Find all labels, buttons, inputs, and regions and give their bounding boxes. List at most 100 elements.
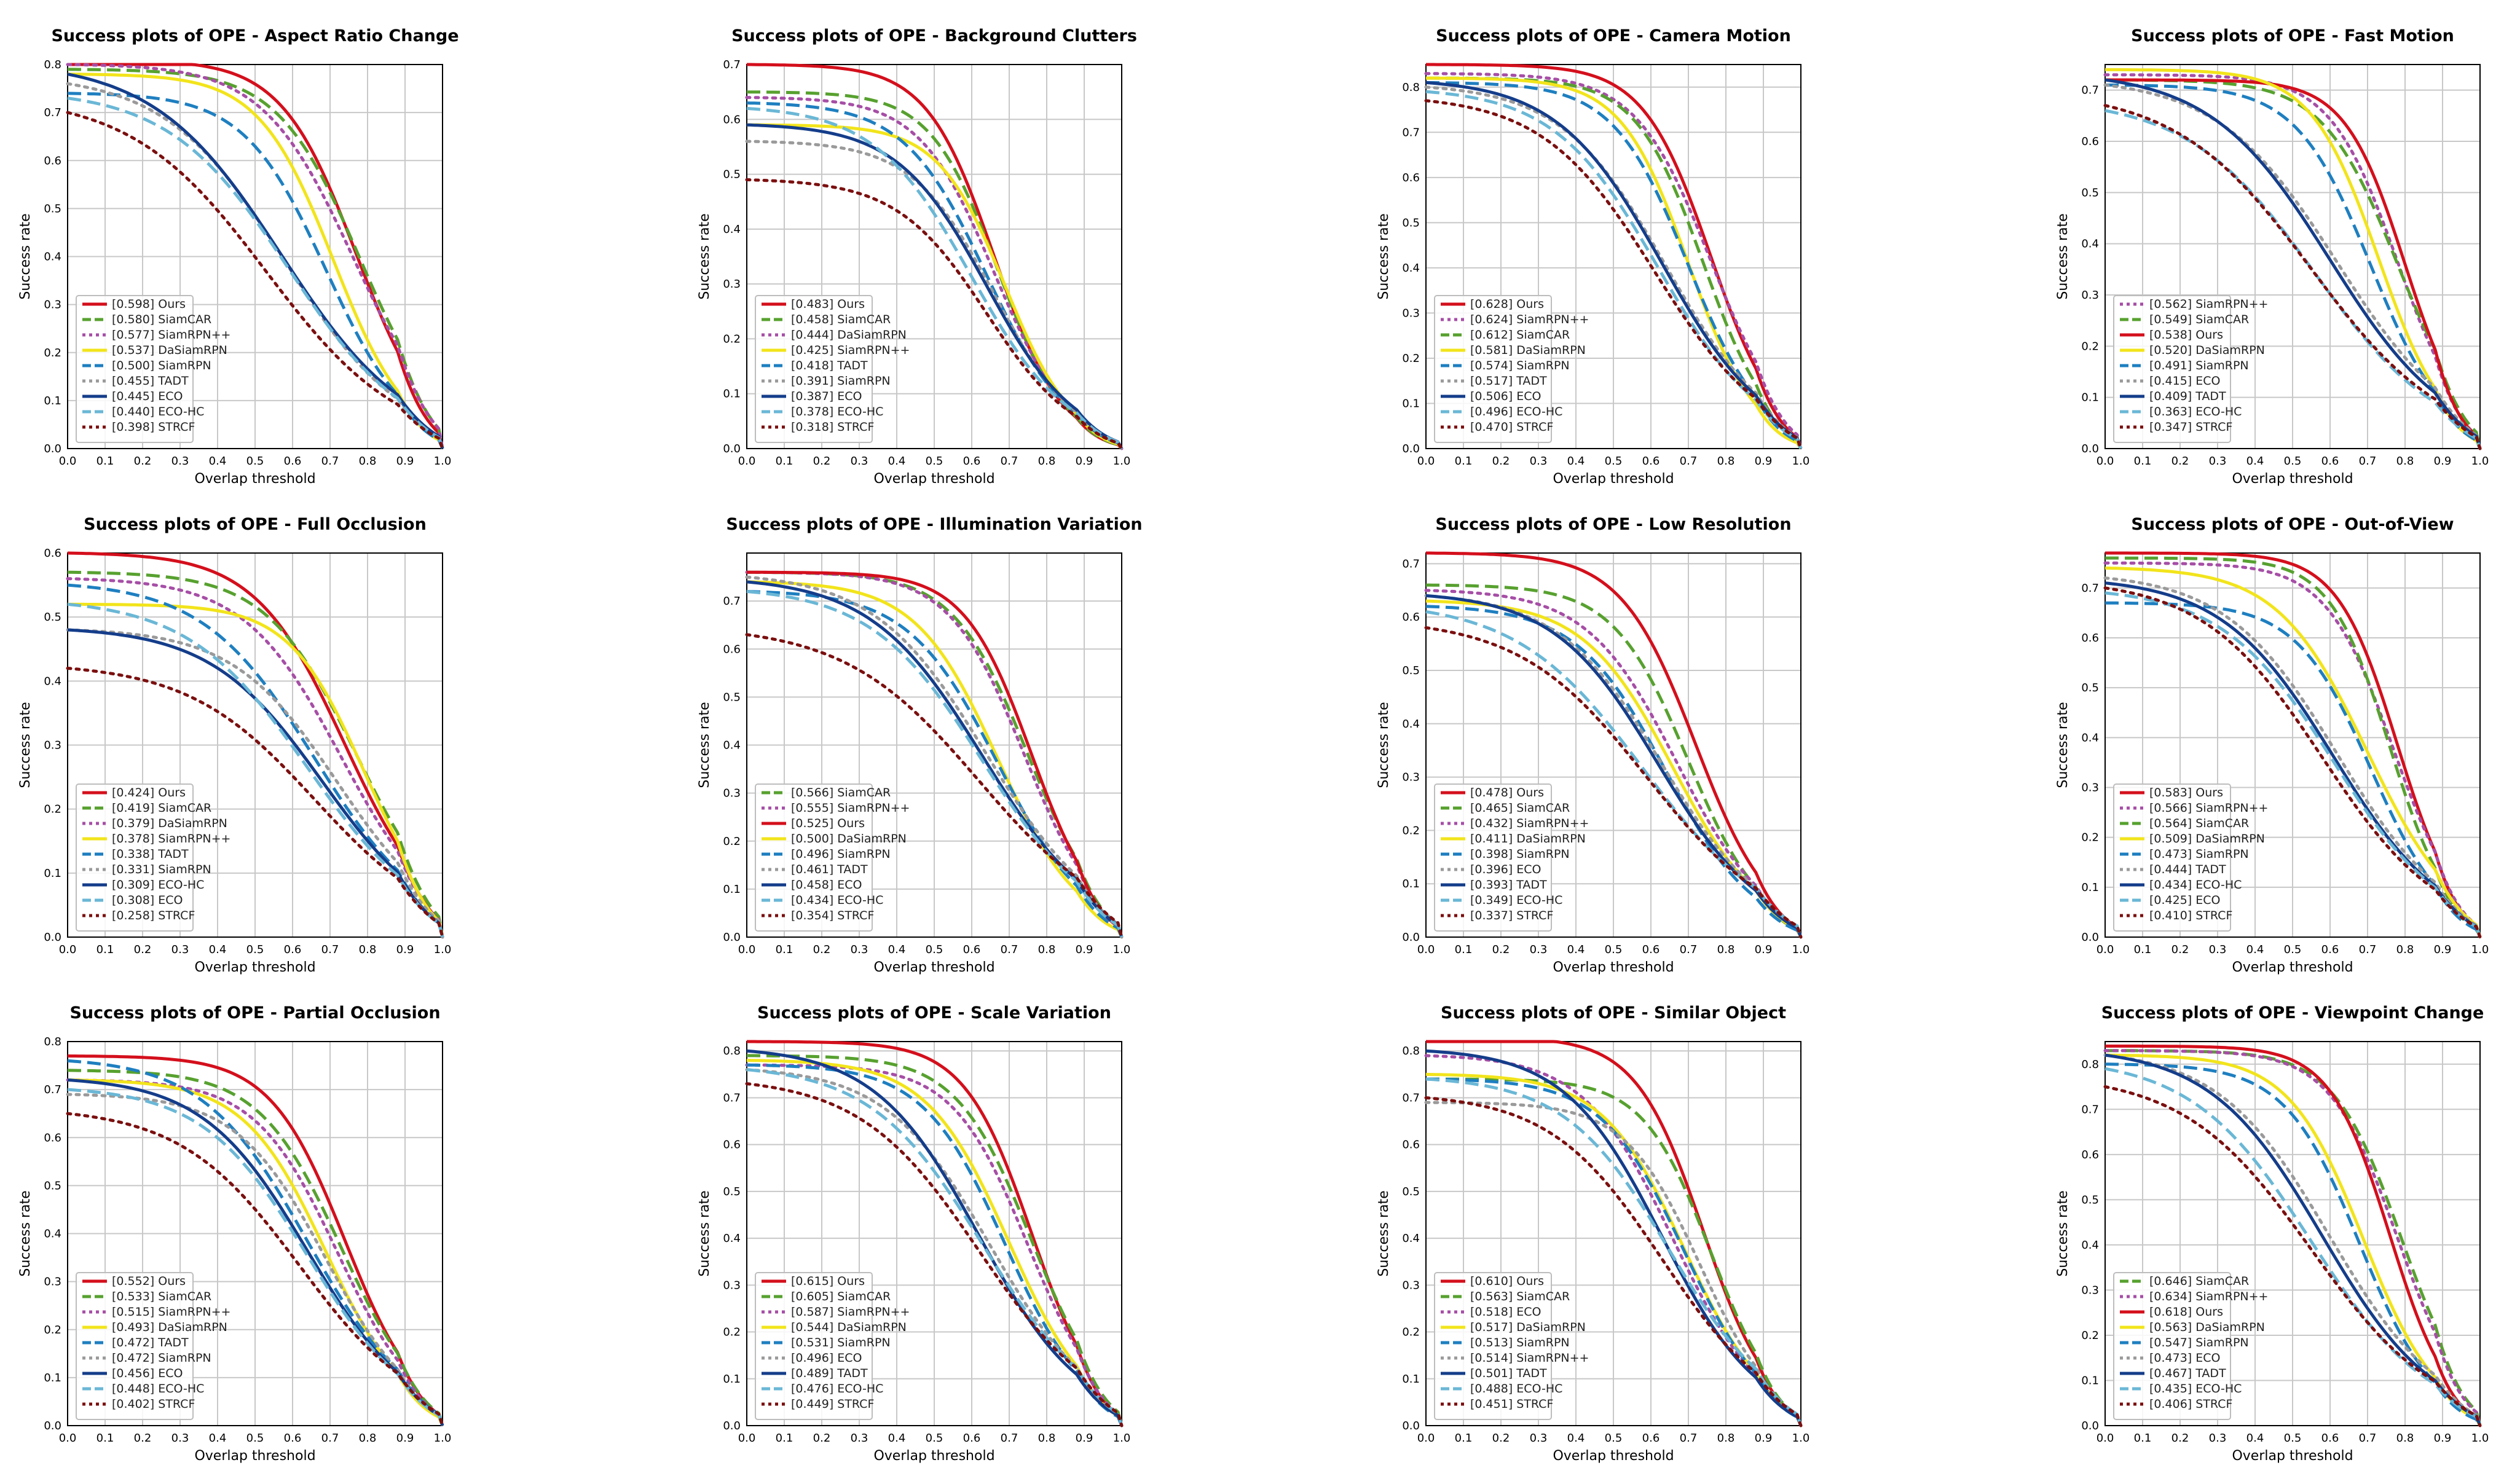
x-tick-label: 0.4	[888, 1432, 906, 1445]
series-line	[1425, 80, 1803, 449]
x-tick-label: 0.4	[2246, 943, 2264, 956]
y-tick-label: 0.7	[44, 1083, 61, 1096]
y-tick-label: 0.2	[2081, 831, 2099, 844]
series-line	[2103, 586, 2482, 939]
plot-frame	[746, 1041, 1122, 1426]
series-line	[2104, 1067, 2482, 1426]
chart-panel: Success plots of OPE - Similar Object 0.0…	[1376, 999, 2041, 1484]
series-line	[745, 575, 1124, 939]
success-plot-svg: Success plots of OPE - Illumination Vari…	[697, 515, 1143, 975]
x-tick-label: 0.5	[246, 455, 264, 468]
series-line	[746, 1049, 1124, 1426]
y-tick-label: 0.3	[44, 299, 61, 312]
y-tick-label: 0.6	[1402, 1139, 1420, 1152]
legend-entry: [0.520] DaSiamRPN	[2149, 344, 2265, 357]
series-line	[1424, 72, 1803, 450]
y-tick-label: 0.0	[2081, 1419, 2099, 1432]
legend-entry: [0.470] STRCF	[1470, 420, 1553, 434]
y-tick-label: 0.1	[44, 395, 61, 407]
x-tick-label: 0.4	[2246, 1432, 2264, 1445]
x-tick-label: 0.4	[209, 455, 227, 468]
series-line	[2103, 1085, 2482, 1427]
legend-entry: [0.562] SiamRPN++	[2149, 297, 2268, 311]
legend-entry: [0.434] ECO-HC	[791, 893, 883, 907]
legend-entry: [0.434] ECO-HC	[2149, 878, 2242, 892]
x-tick-label: 0.1	[1455, 1432, 1473, 1445]
legend-box	[755, 1272, 873, 1420]
series-line	[2103, 83, 2482, 450]
y-tick-label: 0.8	[1402, 1045, 1420, 1058]
legend-entry: [0.425] ECO	[2149, 893, 2220, 907]
series-line	[1426, 1040, 1803, 1426]
x-tick-label: 0.3	[1530, 1432, 1548, 1445]
x-tick-label: 0.8	[359, 1432, 377, 1445]
legend-entry: [0.552] Ours	[112, 1274, 186, 1288]
success-plot-svg: Success plots of OPE - Viewpoint Change 0…	[2055, 1003, 2489, 1464]
legend-entry: [0.605] SiamCAR	[791, 1290, 891, 1303]
x-tick-label: 0.1	[2134, 455, 2152, 468]
y-tick-label: 0.5	[723, 691, 741, 704]
chart-title: Success plots of OPE - Out-of-View	[2131, 515, 2454, 534]
series-line	[1425, 80, 1803, 450]
x-tick-label: 0.1	[776, 1432, 793, 1445]
x-tick-label: 0.1	[776, 455, 793, 468]
legend-box	[755, 295, 873, 443]
y-axis-label: Success rate	[2055, 702, 2071, 788]
legend-entry: [0.563] DaSiamRPN	[2149, 1321, 2265, 1334]
y-tick-label: 0.7	[2081, 84, 2099, 97]
plot-frame	[2104, 1041, 2481, 1426]
series-line	[66, 628, 444, 939]
y-tick-label: 0.2	[723, 332, 741, 345]
series-line	[1426, 583, 1803, 938]
legend-entry: [0.525] Ours	[791, 817, 865, 830]
plot-frame	[67, 1041, 443, 1426]
y-tick-label: 0.5	[1402, 1185, 1420, 1198]
x-axis-label: Overlap threshold	[1553, 471, 1674, 487]
legend-entry: [0.406] STRCF	[2149, 1397, 2232, 1411]
legend-entry: [0.435] ECO-HC	[2149, 1382, 2242, 1396]
legend-entry: [0.618] Ours	[2149, 1305, 2223, 1319]
legend-entry: [0.646] SiamCAR	[2149, 1274, 2249, 1288]
y-tick-label: 0.6	[44, 154, 61, 167]
x-tick-label: 0.4	[209, 943, 227, 956]
series-line	[2104, 566, 2482, 938]
x-tick-label: 1.0	[1113, 943, 1131, 956]
legend-entry: [0.515] SiamRPN++	[112, 1305, 230, 1319]
x-tick-label: 0.2	[813, 943, 831, 956]
x-tick-label: 0.1	[96, 455, 114, 468]
x-axis-label: Overlap threshold	[194, 960, 315, 975]
x-tick-label: 0.4	[2246, 455, 2264, 468]
y-axis-label: Success rate	[18, 213, 33, 299]
chart-panel: Success plots of OPE - Scale Variation 0.…	[697, 999, 1361, 1484]
legend-box	[2113, 783, 2231, 932]
chart-panel: Success plots of OPE - Illumination Vari…	[697, 510, 1361, 995]
y-tick-label: 0.6	[2081, 632, 2099, 645]
legend-box	[76, 295, 194, 443]
x-tick-label: 0.9	[1076, 1432, 1093, 1445]
series-line	[746, 1068, 1124, 1426]
y-tick-label: 0.2	[44, 1324, 61, 1337]
x-tick-label: 0.7	[1001, 1432, 1018, 1445]
series-line	[2104, 83, 2482, 450]
y-tick-label: 0.0	[44, 442, 61, 455]
x-tick-label: 0.9	[396, 1432, 414, 1445]
y-tick-label: 0.5	[44, 202, 61, 215]
legend-entry: [0.391] SiamRPN	[791, 374, 891, 388]
y-tick-label: 0.2	[1402, 352, 1420, 365]
legend-entry: [0.378] SiamRPN++	[112, 832, 230, 846]
chart-panel: Success plots of OPE - Out-of-View 0.0 0.1…	[2055, 510, 2512, 995]
legend-entry: [0.615] Ours	[791, 1274, 865, 1288]
y-tick-label: 0.6	[723, 1139, 741, 1152]
x-tick-label: 0.1	[96, 943, 114, 956]
x-tick-label: 0.0	[1417, 943, 1435, 956]
y-axis-label: Success rate	[697, 702, 712, 788]
series-line	[747, 570, 1124, 938]
chart-panel: Success plots of OPE - Full Occlusion 0.0…	[18, 510, 682, 995]
x-tick-label: 0.8	[359, 943, 377, 956]
chart-title: Success plots of OPE - Aspect Ratio Chan…	[51, 26, 459, 45]
series-line	[2105, 551, 2482, 938]
y-tick-label: 0.5	[723, 1185, 741, 1198]
legend-entry: [0.415] ECO	[2149, 374, 2220, 388]
chart-panel: Success plots of OPE - Low Resolution 0.0…	[1376, 510, 2041, 995]
x-axis-label: Overlap threshold	[1553, 1448, 1674, 1464]
